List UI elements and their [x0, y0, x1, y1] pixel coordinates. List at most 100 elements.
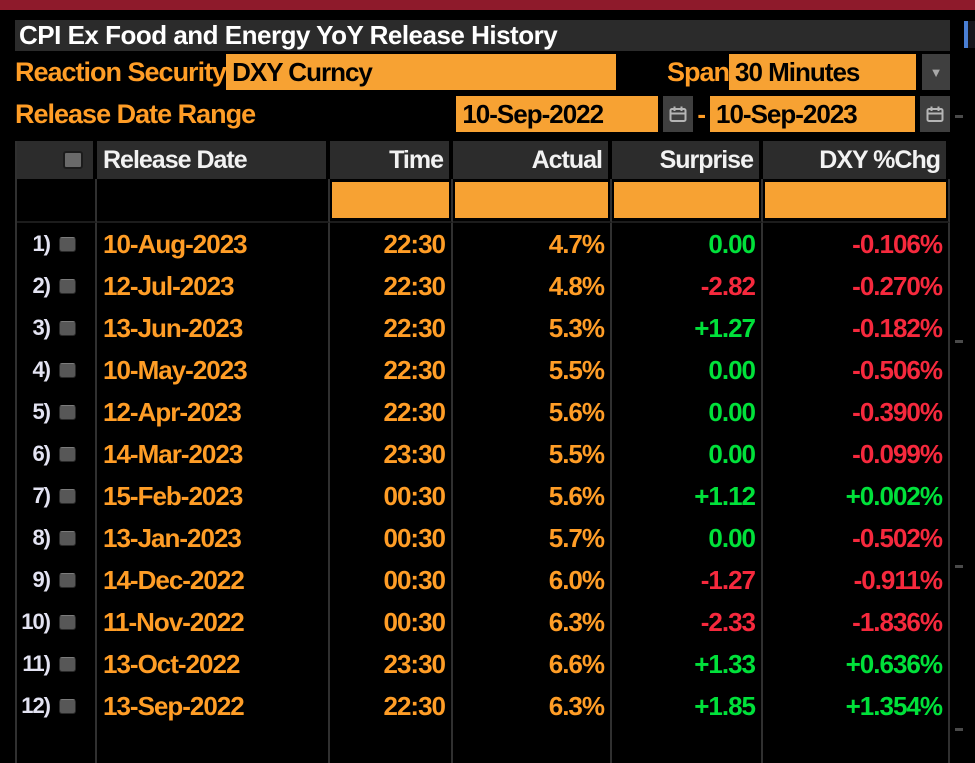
span-select[interactable]: 30 Minutes — [729, 54, 916, 90]
date-to-input[interactable]: 10-Sep-2023 — [710, 96, 915, 132]
time-cell: 00:30 — [330, 517, 453, 559]
dxy-chg-cell: -0.911% — [763, 559, 950, 601]
filter-cell — [330, 179, 453, 223]
time-cell: 00:30 — [330, 559, 453, 601]
row-checkbox[interactable] — [59, 446, 76, 462]
scroll-marker — [955, 115, 963, 118]
column-header-surprise[interactable]: Surprise — [612, 141, 763, 179]
surprise-filter-input[interactable] — [614, 182, 759, 218]
surprise-cell: 0.00 — [612, 433, 763, 475]
scroll-marker — [955, 728, 963, 731]
surprise-cell: 0.00 — [612, 223, 763, 265]
table-row[interactable]: 1) 10-Aug-2023 22:30 4.7% 0.00 -0.106% — [17, 223, 950, 265]
release-date-cell: 13-Sep-2022 — [97, 685, 330, 727]
surprise-cell: +1.27 — [612, 307, 763, 349]
column-header-release-date[interactable]: Release Date — [97, 141, 330, 179]
row-number[interactable]: 6) — [32, 441, 51, 466]
span-label: Span — [666, 56, 730, 87]
row-number[interactable]: 10) — [21, 609, 51, 634]
row-select-cell: 11) — [17, 643, 97, 685]
span-dropdown-button[interactable]: ▼ — [922, 54, 950, 90]
release-date-cell: 15-Feb-2023 — [97, 475, 330, 517]
time-cell: 00:30 — [330, 475, 453, 517]
select-all-checkbox[interactable] — [63, 151, 83, 169]
actual-cell: 4.8% — [453, 265, 612, 307]
column-header-actual[interactable]: Actual — [453, 141, 612, 179]
row-select-cell: 7) — [17, 475, 97, 517]
row-checkbox[interactable] — [59, 236, 76, 252]
release-date-cell: 14-Mar-2023 — [97, 433, 330, 475]
date-to-calendar-button[interactable] — [920, 96, 950, 132]
table-row[interactable]: 12) 13-Sep-2022 22:30 6.3% +1.85 +1.354% — [17, 685, 950, 727]
reaction-security-input[interactable]: DXY Curncy — [226, 54, 617, 90]
row-checkbox[interactable] — [59, 698, 76, 714]
actual-cell: 5.7% — [453, 517, 612, 559]
dxy-chg-cell: -0.106% — [763, 223, 950, 265]
dxy-chg-cell: -0.099% — [763, 433, 950, 475]
time-cell: 22:30 — [330, 349, 453, 391]
row-number[interactable]: 8) — [32, 525, 51, 550]
row-number[interactable]: 4) — [32, 357, 51, 382]
table-row[interactable]: 10) 11-Nov-2022 00:30 6.3% -2.33 -1.836% — [17, 601, 950, 643]
row-number[interactable]: 2) — [32, 273, 51, 298]
release-date-cell: 13-Jan-2023 — [97, 517, 330, 559]
actual-filter-input[interactable] — [455, 182, 608, 218]
filter-cell — [763, 179, 950, 223]
surprise-cell: 0.00 — [612, 391, 763, 433]
table-row[interactable]: 9) 14-Dec-2022 00:30 6.0% -1.27 -0.911% — [17, 559, 950, 601]
row-number[interactable]: 3) — [32, 315, 51, 340]
row-checkbox[interactable] — [59, 572, 76, 588]
row-checkbox[interactable] — [59, 656, 76, 672]
row-number[interactable]: 11) — [22, 651, 51, 676]
table-row[interactable]: 3) 13-Jun-2023 22:30 5.3% +1.27 -0.182% — [17, 307, 950, 349]
scroll-marker — [955, 565, 963, 568]
row-number[interactable]: 9) — [32, 567, 51, 592]
release-date-cell: 10-Aug-2023 — [97, 223, 330, 265]
column-header-time[interactable]: Time — [330, 141, 453, 179]
table-row[interactable]: 6) 14-Mar-2023 23:30 5.5% 0.00 -0.099% — [17, 433, 950, 475]
date-from-input[interactable]: 10-Sep-2022 — [456, 96, 659, 132]
chevron-down-icon: ▼ — [929, 64, 943, 80]
release-date-cell: 12-Apr-2023 — [97, 391, 330, 433]
row-number[interactable]: 5) — [32, 399, 51, 424]
row-select-cell: 9) — [17, 559, 97, 601]
actual-cell: 6.0% — [453, 559, 612, 601]
table-row[interactable]: 8) 13-Jan-2023 00:30 5.7% 0.00 -0.502% — [17, 517, 950, 559]
date-from-calendar-button[interactable] — [663, 96, 694, 132]
time-cell: 23:30 — [330, 433, 453, 475]
reaction-security-label: Reaction Security — [15, 56, 227, 87]
dxy-chg-filter-input[interactable] — [765, 182, 946, 218]
row-number[interactable]: 1) — [32, 231, 51, 256]
reaction-security-row: Reaction Security DXY Curncy Span 30 Min… — [15, 51, 950, 93]
row-checkbox[interactable] — [59, 404, 76, 420]
actual-cell: 6.6% — [453, 643, 612, 685]
table-row[interactable]: 5) 12-Apr-2023 22:30 5.6% 0.00 -0.390% — [17, 391, 950, 433]
column-header-dxy-chg[interactable]: DXY %Chg — [763, 141, 950, 179]
table-row[interactable]: 2) 12-Jul-2023 22:30 4.8% -2.82 -0.270% — [17, 265, 950, 307]
date-range-label: Release Date Range — [15, 98, 256, 129]
row-select-cell: 2) — [17, 265, 97, 307]
row-select-cell: 5) — [17, 391, 97, 433]
row-select-cell: 8) — [17, 517, 97, 559]
row-checkbox[interactable] — [59, 488, 76, 504]
row-number[interactable]: 12) — [21, 693, 51, 718]
row-select-cell: 6) — [17, 433, 97, 475]
row-checkbox[interactable] — [59, 278, 76, 294]
time-cell: 23:30 — [330, 643, 453, 685]
row-checkbox[interactable] — [59, 614, 76, 630]
row-checkbox[interactable] — [59, 362, 76, 378]
table-row[interactable]: 11) 13-Oct-2022 23:30 6.6% +1.33 +0.636% — [17, 643, 950, 685]
row-checkbox[interactable] — [59, 320, 76, 336]
row-checkbox[interactable] — [59, 530, 76, 546]
table-header-row: Release Date Time Actual Surprise DXY %C… — [17, 141, 950, 179]
table-row[interactable]: 4) 10-May-2023 22:30 5.5% 0.00 -0.506% — [17, 349, 950, 391]
surprise-cell: -2.33 — [612, 601, 763, 643]
dxy-chg-cell: -0.270% — [763, 265, 950, 307]
time-filter-input[interactable] — [332, 182, 449, 218]
row-select-cell: 1) — [17, 223, 97, 265]
row-number[interactable]: 7) — [32, 483, 51, 508]
time-cell: 22:30 — [330, 391, 453, 433]
table-row[interactable]: 7) 15-Feb-2023 00:30 5.6% +1.12 +0.002% — [17, 475, 950, 517]
release-date-cell: 12-Jul-2023 — [97, 265, 330, 307]
time-cell: 22:30 — [330, 265, 453, 307]
